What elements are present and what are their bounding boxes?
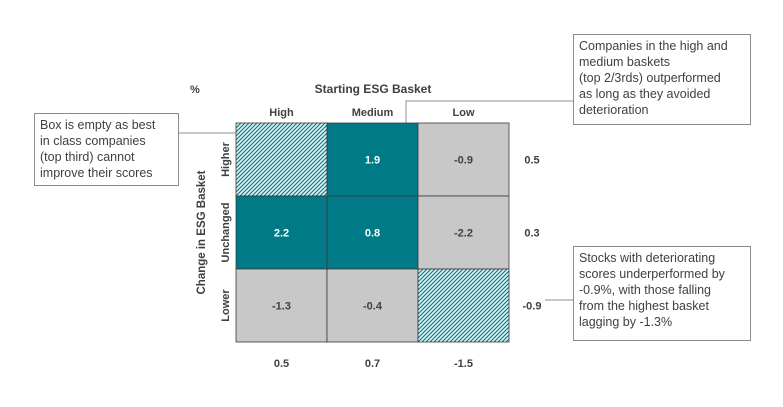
- row-total-higher: 0.5: [524, 155, 539, 167]
- row-total-lower: -0.9: [523, 301, 542, 313]
- cell-value-label: 0.8: [365, 228, 380, 240]
- callout-empty-box: Box is empty as best in class companies …: [34, 113, 179, 186]
- cell-value-label: -0.9: [454, 155, 473, 167]
- row-header-higher: Higher: [220, 141, 232, 177]
- callout-outperformed: Companies in the high and medium baskets…: [573, 34, 751, 125]
- heatmap-cell-higher-high: [235, 122, 328, 197]
- cell-value-label: 1.9: [365, 155, 380, 167]
- callout-deteriorating: Stocks with deteriorating scores underpe…: [573, 246, 751, 341]
- column-header-low: Low: [453, 107, 475, 119]
- heatmap-cell-lower-high: [235, 268, 328, 343]
- column-header-medium: Medium: [352, 107, 394, 119]
- row-header-unchanged: Unchanged: [220, 203, 232, 263]
- cell-value-label: -1.3: [272, 301, 291, 313]
- heatmap-cell-lower-medium: [326, 268, 419, 343]
- column-total-high: 0.5: [274, 358, 289, 370]
- column-total-low: -1.5: [454, 358, 473, 370]
- callout-leader-outperformed: [405, 100, 573, 123]
- row-total-unchanged: 0.3: [524, 228, 539, 240]
- row-header-lower: Lower: [220, 289, 232, 322]
- chart-title: Starting ESG Basket: [314, 82, 432, 96]
- heatmap-cell-lower-low: [417, 268, 510, 343]
- heatmap-cell-unchanged-high: [235, 195, 328, 270]
- cell-value-label: -2.2: [454, 228, 473, 240]
- heatmap-cell-unchanged-low: [417, 195, 510, 270]
- y-axis-label: Change in ESG Basket: [196, 170, 208, 294]
- column-header-high: High: [269, 107, 294, 119]
- unit-label: %: [190, 84, 200, 96]
- column-total-medium: 0.7: [365, 358, 380, 370]
- cell-value-label: -0.4: [363, 301, 383, 313]
- cell-value-label: 2.2: [274, 228, 289, 240]
- heatmap-cell-higher-medium: [326, 122, 419, 197]
- heatmap-cell-higher-low: [417, 122, 510, 197]
